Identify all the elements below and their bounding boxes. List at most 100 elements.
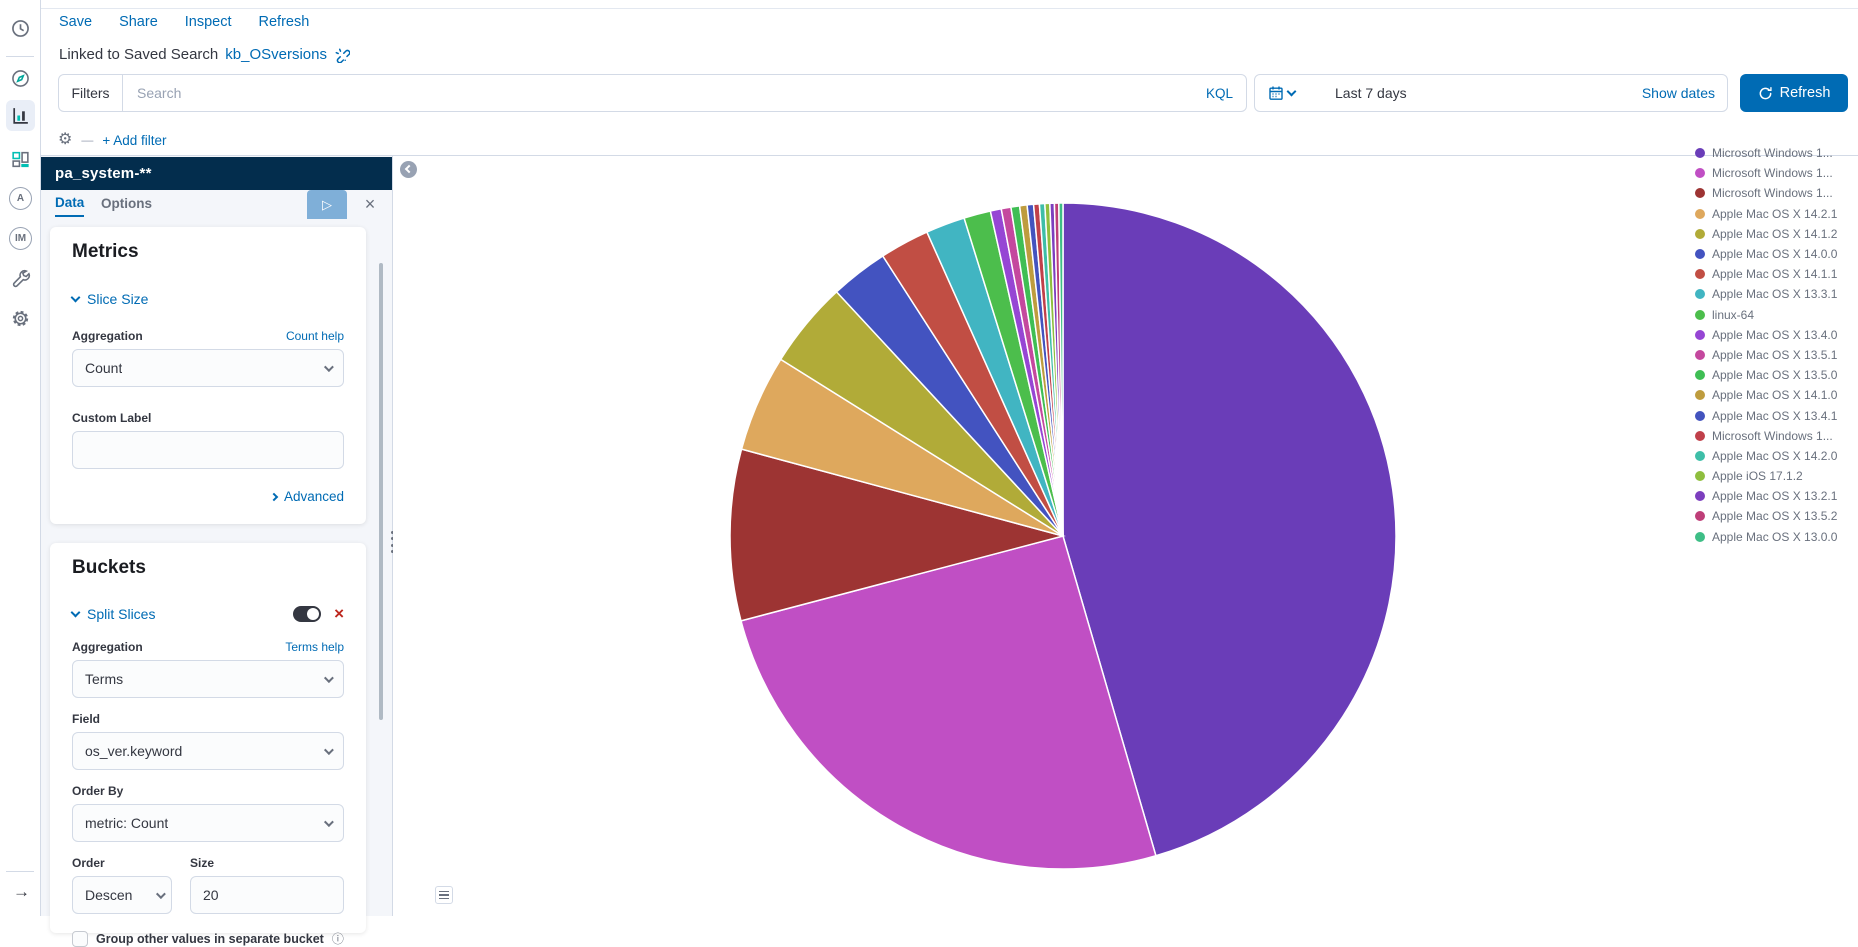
expand-nav-arrow-icon[interactable]: →	[13, 882, 30, 901]
legend-item[interactable]: Apple Mac OS X 14.1.2	[1695, 224, 1855, 244]
legend-color-dot	[1695, 511, 1705, 522]
query-bar: Filters KQL Last 7 days Show dates Refre…	[0, 74, 1858, 112]
panel-divider	[392, 156, 393, 916]
legend-item[interactable]: Apple Mac OS X 13.0.0	[1695, 527, 1855, 547]
legend-item[interactable]: Apple Mac OS X 13.5.0	[1695, 365, 1855, 385]
editor-scrollbar[interactable]	[379, 263, 383, 720]
legend-color-dot	[1695, 148, 1705, 159]
chevron-down-icon	[1286, 86, 1297, 97]
legend-item[interactable]: Apple Mac OS X 13.2.1	[1695, 486, 1855, 506]
legend-color-dot	[1695, 269, 1705, 280]
pie-slice[interactable]: Apple Mac OS X 13.0.0	[1058, 202, 1064, 537]
panel-resize-handle[interactable]	[388, 531, 397, 553]
terms-help-link[interactable]: Terms help	[285, 640, 344, 654]
nav-divider	[6, 871, 34, 872]
legend-color-dot	[1695, 410, 1705, 421]
filter-options-gear-icon[interactable]: ⚙	[58, 131, 73, 148]
legend-color-dot	[1695, 491, 1705, 502]
legend-item[interactable]: Microsoft Windows 1...	[1695, 143, 1855, 163]
linked-saved-search: Linked to Saved Search kb_OSversions	[59, 46, 350, 63]
legend-label: Apple Mac OS X 14.1.2	[1712, 226, 1838, 241]
legend-item[interactable]: Apple Mac OS X 14.1.0	[1695, 385, 1855, 405]
split-slices-accordion[interactable]: Split Slices	[70, 606, 155, 622]
legend-item[interactable]: Apple Mac OS X 13.5.2	[1695, 506, 1855, 526]
legend-label: Microsoft Windows 1...	[1712, 428, 1833, 443]
slice-size-accordion[interactable]: Slice Size	[70, 291, 344, 307]
legend-item[interactable]: Apple Mac OS X 13.5.1	[1695, 345, 1855, 365]
management-gear-icon[interactable]	[10, 308, 31, 329]
devtools-wrench-icon[interactable]	[10, 268, 31, 289]
calendar-icon	[1269, 86, 1283, 100]
calendar-dropdown-button[interactable]	[1255, 75, 1307, 111]
chevron-down-icon	[323, 816, 334, 827]
app-im-icon[interactable]: IM	[9, 227, 32, 250]
time-range-value[interactable]: Last 7 days	[1335, 85, 1407, 101]
order-select[interactable]: Descen	[72, 876, 172, 914]
pie-slice[interactable]: Microsoft Windows 1...	[729, 448, 1066, 622]
legend-item[interactable]: Apple iOS 17.1.2	[1695, 466, 1855, 486]
legend-item[interactable]: Apple Mac OS X 14.2.1	[1695, 204, 1855, 224]
index-pattern-title: pa_system-**	[55, 165, 152, 182]
order-by-select[interactable]: metric: Count	[72, 804, 344, 842]
app-nav-rail: A IM →	[0, 0, 41, 916]
legend-label: Apple Mac OS X 13.0.0	[1712, 529, 1838, 544]
filters-menu-button[interactable]: Filters	[59, 75, 123, 111]
show-dates-button[interactable]: Show dates	[1641, 85, 1715, 101]
visualize-chart-icon[interactable]	[10, 105, 31, 126]
field-select[interactable]: os_ver.keyword	[72, 732, 344, 770]
bucket-aggregation-select[interactable]: Terms	[72, 660, 344, 698]
nav-divider	[6, 56, 34, 57]
legend-color-dot	[1695, 208, 1705, 219]
dashboard-icon[interactable]	[10, 149, 31, 170]
advanced-toggle[interactable]: Advanced	[72, 489, 344, 504]
legend-item[interactable]: Apple Mac OS X 13.3.1	[1695, 284, 1855, 304]
collapse-editor-button[interactable]	[400, 161, 417, 178]
kql-language-button[interactable]: KQL	[1205, 85, 1233, 101]
custom-label-input[interactable]	[72, 431, 344, 469]
pie-slice[interactable]: Microsoft Windows 1...	[740, 535, 1157, 870]
share-button[interactable]: Share	[119, 14, 158, 30]
unlink-icon[interactable]	[334, 47, 350, 63]
pie-slice[interactable]: Microsoft Windows 1...	[1062, 202, 1397, 857]
search-input[interactable]	[123, 85, 1206, 101]
legend-item[interactable]: Apple Mac OS X 13.4.0	[1695, 325, 1855, 345]
legend-color-dot	[1695, 289, 1705, 300]
tab-options[interactable]: Options	[101, 196, 152, 211]
saved-search-link[interactable]: kb_OSversions	[225, 46, 327, 63]
legend-label: Microsoft Windows 1...	[1712, 166, 1833, 181]
group-other-checkbox[interactable]	[72, 930, 88, 947]
refresh-button[interactable]: Refresh	[1740, 74, 1848, 112]
inspect-button[interactable]: Inspect	[184, 14, 232, 30]
legend-item[interactable]: Apple Mac OS X 14.1.1	[1695, 264, 1855, 284]
legend-item[interactable]: Microsoft Windows 1...	[1695, 426, 1855, 446]
filter-separator: —	[81, 133, 94, 147]
legend-item[interactable]: Microsoft Windows 1...	[1695, 163, 1855, 183]
discover-compass-icon[interactable]	[10, 68, 31, 89]
date-picker: Last 7 days Show dates	[1254, 74, 1728, 112]
legend-item[interactable]: Microsoft Windows 1...	[1695, 183, 1855, 203]
bucket-enabled-toggle[interactable]	[293, 605, 322, 622]
remove-bucket-icon[interactable]: ×	[334, 604, 344, 623]
size-input[interactable]	[190, 876, 344, 914]
legend-item[interactable]: Apple Mac OS X 14.0.0	[1695, 244, 1855, 264]
chevron-down-icon	[323, 672, 334, 683]
app-a-icon[interactable]: A	[9, 187, 32, 210]
legend-label: Apple Mac OS X 14.2.1	[1712, 206, 1838, 221]
legend-toggle-icon[interactable]	[435, 886, 453, 904]
pie-chart[interactable]: Microsoft Windows 1...Microsoft Windows …	[728, 201, 1398, 871]
apply-changes-button[interactable]: ▷	[307, 190, 347, 219]
size-label: Size	[190, 856, 215, 870]
save-button[interactable]: Save	[59, 14, 93, 30]
discard-changes-button[interactable]: ×	[355, 190, 385, 219]
add-filter-button[interactable]: + Add filter	[102, 132, 167, 148]
legend-label: Apple iOS 17.1.2	[1712, 469, 1803, 484]
legend-item[interactable]: linux-64	[1695, 305, 1855, 325]
legend-item[interactable]: Apple Mac OS X 14.2.0	[1695, 446, 1855, 466]
tab-data[interactable]: Data	[55, 190, 85, 217]
recent-clock-icon[interactable]	[10, 18, 31, 39]
refresh-menu-button[interactable]: Refresh	[258, 14, 310, 30]
chevron-down-icon	[323, 744, 334, 755]
count-help-link[interactable]: Count help	[285, 329, 344, 343]
legend-item[interactable]: Apple Mac OS X 13.4.1	[1695, 405, 1855, 425]
metric-aggregation-select[interactable]: Count	[72, 349, 344, 387]
